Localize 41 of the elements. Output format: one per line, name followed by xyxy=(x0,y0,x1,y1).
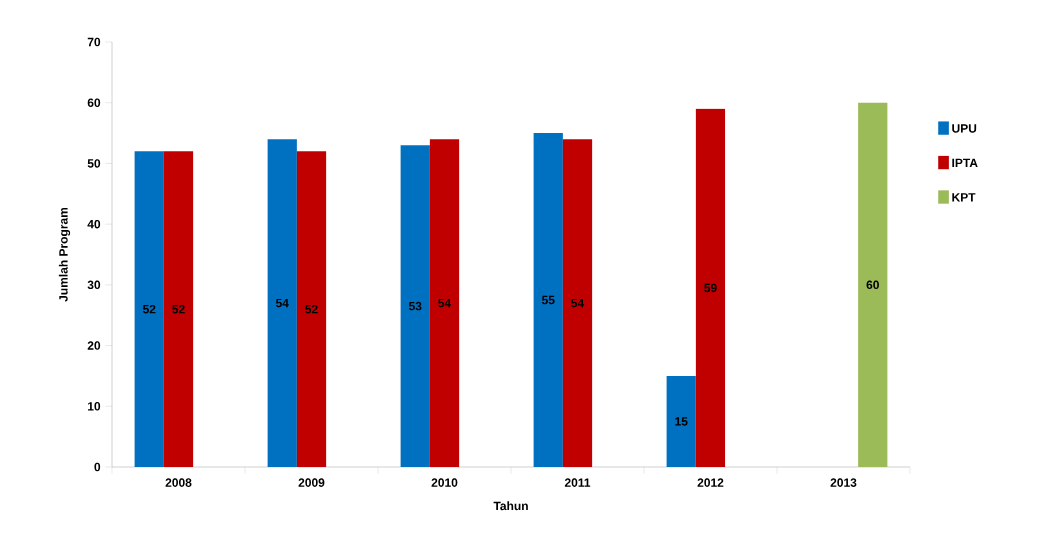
data-label: 15 xyxy=(675,417,688,426)
x-tick-label: 2008 xyxy=(165,478,192,487)
data-label: 59 xyxy=(704,283,717,293)
y-tick-label: 10 xyxy=(88,402,101,411)
y-tick-label: 40 xyxy=(87,219,101,229)
x-tick-label: 2009 xyxy=(298,478,325,487)
bar xyxy=(400,145,430,467)
data-label: 60 xyxy=(866,280,879,290)
x-tick-label: 2011 xyxy=(564,478,591,487)
data-label: 52 xyxy=(172,304,185,314)
bar xyxy=(666,375,696,467)
y-tick-label: 30 xyxy=(87,280,101,290)
data-label: 53 xyxy=(408,301,422,311)
x-tick-label: 2012 xyxy=(697,478,724,487)
y-tick-label: 50 xyxy=(87,159,101,168)
y-axis-title: Jumlah Program xyxy=(58,207,71,302)
bar xyxy=(267,139,297,467)
x-axis-title: Tahun xyxy=(493,501,528,511)
bar xyxy=(134,151,164,467)
y-tick-label: 0 xyxy=(94,462,101,472)
y-tick-label: 70 xyxy=(87,37,101,47)
bar xyxy=(858,102,888,467)
data-label: 54 xyxy=(438,298,452,308)
data-label: 52 xyxy=(142,304,156,314)
y-tick-label: 60 xyxy=(87,98,101,107)
bar xyxy=(163,151,194,467)
legend-label: UPU xyxy=(952,124,977,133)
y-tick-label: 20 xyxy=(87,341,101,350)
bar xyxy=(562,139,593,467)
bar xyxy=(429,139,460,467)
bar xyxy=(695,108,726,467)
legend-label: KPT xyxy=(952,193,976,202)
data-label: 54 xyxy=(275,298,289,308)
data-label: 54 xyxy=(571,298,585,308)
x-tick-label: 2010 xyxy=(431,478,458,487)
x-tick-label: 2013 xyxy=(830,478,857,487)
bar xyxy=(533,133,563,467)
legend-label: IPTA xyxy=(952,158,978,168)
data-label: 55 xyxy=(541,295,555,305)
data-label: 52 xyxy=(305,304,318,314)
bar xyxy=(296,151,327,467)
